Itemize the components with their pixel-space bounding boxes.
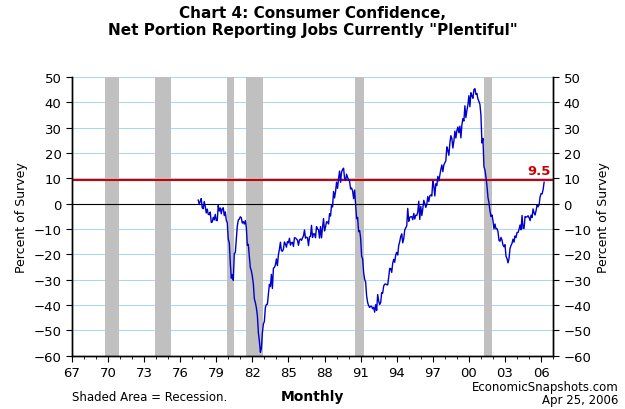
Text: EconomicSnapshots.com: EconomicSnapshots.com <box>472 380 619 393</box>
Text: Apr 25, 2006: Apr 25, 2006 <box>542 393 619 406</box>
Text: Chart 4: Consumer Confidence,: Chart 4: Consumer Confidence, <box>179 6 446 21</box>
Y-axis label: Percent of Survey: Percent of Survey <box>15 162 28 272</box>
Text: Net Portion Reporting Jobs Currently "Plentiful": Net Portion Reporting Jobs Currently "Pl… <box>107 22 517 38</box>
Bar <box>105 78 119 356</box>
Bar <box>246 78 263 356</box>
Y-axis label: Percent of Survey: Percent of Survey <box>597 162 610 272</box>
Bar <box>228 78 234 356</box>
Text: 9.5: 9.5 <box>527 164 551 177</box>
Bar <box>484 78 492 356</box>
Text: Monthly: Monthly <box>281 389 344 403</box>
Text: Shaded Area = Recession.: Shaded Area = Recession. <box>72 390 227 403</box>
Bar <box>155 78 171 356</box>
Bar <box>354 78 364 356</box>
